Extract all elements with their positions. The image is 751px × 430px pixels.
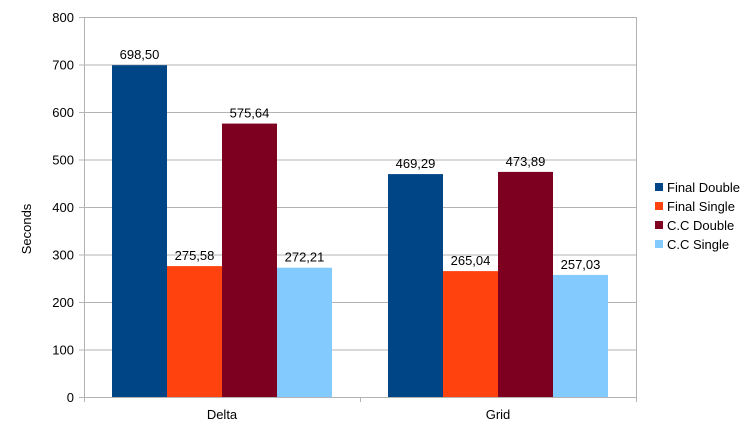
legend-label: C.C Double <box>667 218 734 233</box>
bar-value-label: 698,50 <box>120 47 160 62</box>
bar <box>277 267 332 397</box>
axes: 0 100 200 300 400 500 600 700 800 Delta Grid <box>52 10 637 422</box>
legend-swatch <box>655 240 663 248</box>
bar <box>222 123 277 398</box>
y-tick-label: 600 <box>52 105 74 120</box>
bar-value-label: 469,29 <box>396 156 436 171</box>
y-tick-label: 800 <box>52 10 74 25</box>
y-tick-label: 700 <box>52 58 74 73</box>
bar-value-label: 473,89 <box>506 154 546 169</box>
legend: Final Double Final Single C.C Double C.C Si… <box>655 180 740 252</box>
bar <box>167 266 222 397</box>
y-tick-label: 400 <box>52 200 74 215</box>
bar-value-label: 275,58 <box>175 248 215 263</box>
bar-value-label: 272,21 <box>285 250 325 265</box>
y-tick-label: 200 <box>52 295 74 310</box>
legend-label: C.C Single <box>667 237 729 252</box>
y-tick-label: 500 <box>52 153 74 168</box>
bar <box>112 65 167 398</box>
y-tick-label: 0 <box>67 390 74 405</box>
x-tick-label: Delta <box>207 407 238 422</box>
bar-value-label: 265,04 <box>451 253 491 268</box>
y-axis-title: Seconds <box>19 203 34 254</box>
y-tick-label: 100 <box>52 343 74 358</box>
y-tick-label: 300 <box>52 248 74 263</box>
legend-label: Final Single <box>667 199 735 214</box>
legend-label: Final Double <box>667 180 740 195</box>
legend-swatch <box>655 202 663 210</box>
bar <box>498 171 553 397</box>
bar <box>443 271 498 397</box>
bars <box>112 65 608 398</box>
data-labels: 698,50 275,58 575,64 272,21 469,29 265,04 473,… <box>120 47 601 272</box>
bar <box>553 274 608 397</box>
legend-swatch <box>655 183 663 191</box>
bar-value-label: 575,64 <box>230 106 270 121</box>
x-tick-label: Grid <box>486 407 511 422</box>
legend-swatch <box>655 221 663 229</box>
bar <box>388 174 443 397</box>
bar-value-label: 257,03 <box>561 257 601 272</box>
